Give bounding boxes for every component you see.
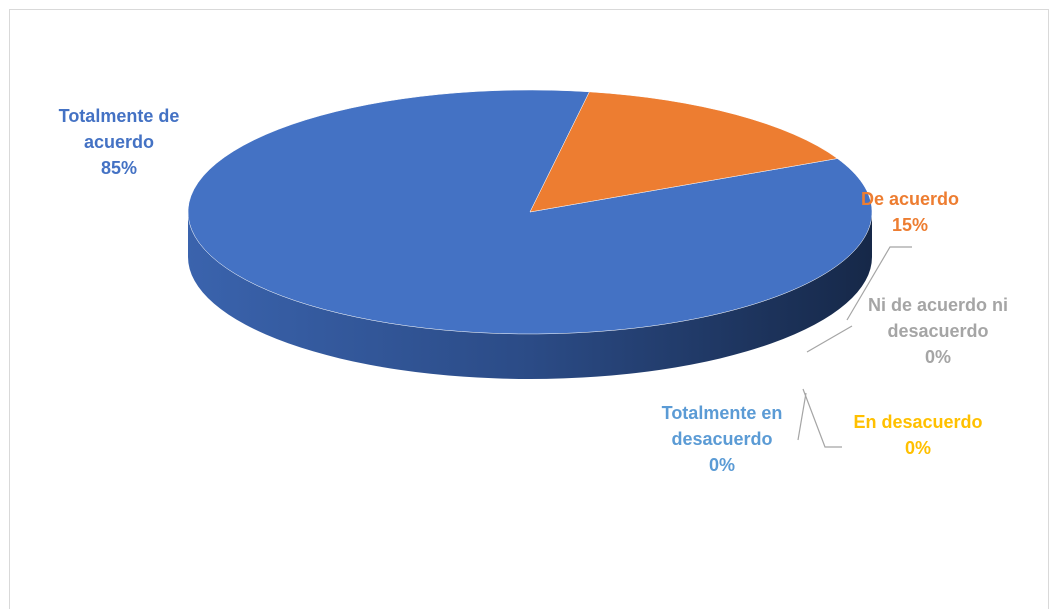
data-label-category-1: De acuerdo (861, 189, 959, 209)
data-label-value-1: 15% (892, 215, 928, 235)
data-label-category-2: Ni de acuerdo ni (868, 295, 1008, 315)
data-label-category-3: En desacuerdo (853, 412, 982, 432)
chart-area (9, 9, 1049, 609)
data-label-value-0: 85% (101, 158, 137, 178)
data-label-category-0: acuerdo (84, 132, 154, 152)
data-label-category-4: Totalmente en (662, 403, 783, 423)
pie-tops (187, 89, 873, 335)
leader-line-3 (802, 388, 842, 448)
pie-sides (188, 212, 872, 379)
pie-slice-1 (529, 91, 839, 213)
pie-side-0 (188, 212, 872, 379)
leader-line-2 (806, 325, 853, 353)
leader-line-4 (797, 392, 807, 441)
leader-line-1 (846, 246, 912, 321)
data-label-value-2: 0% (925, 347, 951, 367)
data-label-category-0: Totalmente de (59, 106, 180, 126)
data-label-value-4: 0% (709, 455, 735, 475)
data-label-category-2: desacuerdo (887, 321, 988, 341)
data-labels: Totalmente de acuerdo 85% De acuerdo 15% Ni d… (59, 106, 1008, 475)
data-label-category-4: desacuerdo (671, 429, 772, 449)
leader-lines (797, 246, 912, 448)
data-label-value-3: 0% (905, 438, 931, 458)
